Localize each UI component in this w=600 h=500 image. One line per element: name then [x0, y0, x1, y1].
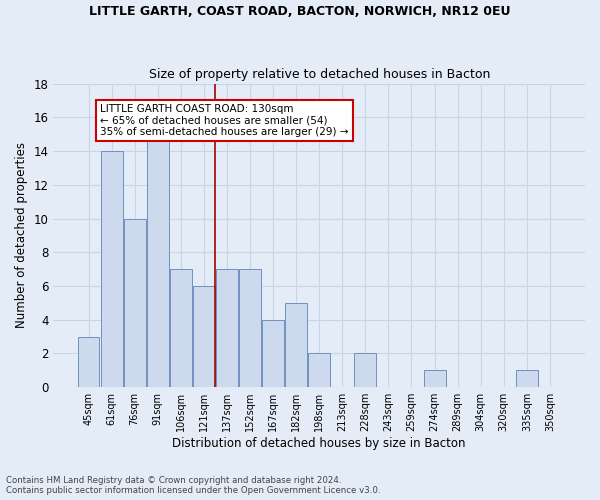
Bar [308, 354, 330, 387]
Bar [147, 134, 169, 387]
Text: LITTLE GARTH COAST ROAD: 130sqm
← 65% of detached houses are smaller (54)
35% of: LITTLE GARTH COAST ROAD: 130sqm ← 65% of… [100, 104, 349, 137]
Bar [77, 336, 100, 387]
X-axis label: Distribution of detached houses by size in Bacton: Distribution of detached houses by size … [172, 437, 466, 450]
Bar [355, 354, 376, 387]
Bar [101, 151, 122, 387]
Text: LITTLE GARTH, COAST ROAD, BACTON, NORWICH, NR12 0EU: LITTLE GARTH, COAST ROAD, BACTON, NORWIC… [89, 5, 511, 18]
Bar [424, 370, 446, 387]
Text: Contains HM Land Registry data © Crown copyright and database right 2024.
Contai: Contains HM Land Registry data © Crown c… [6, 476, 380, 495]
Bar [170, 269, 192, 387]
Title: Size of property relative to detached houses in Bacton: Size of property relative to detached ho… [149, 68, 490, 81]
Bar [193, 286, 215, 387]
Bar [239, 269, 261, 387]
Bar [516, 370, 538, 387]
Bar [124, 218, 146, 387]
Bar [285, 303, 307, 387]
Y-axis label: Number of detached properties: Number of detached properties [15, 142, 28, 328]
Bar [262, 320, 284, 387]
Bar [216, 269, 238, 387]
